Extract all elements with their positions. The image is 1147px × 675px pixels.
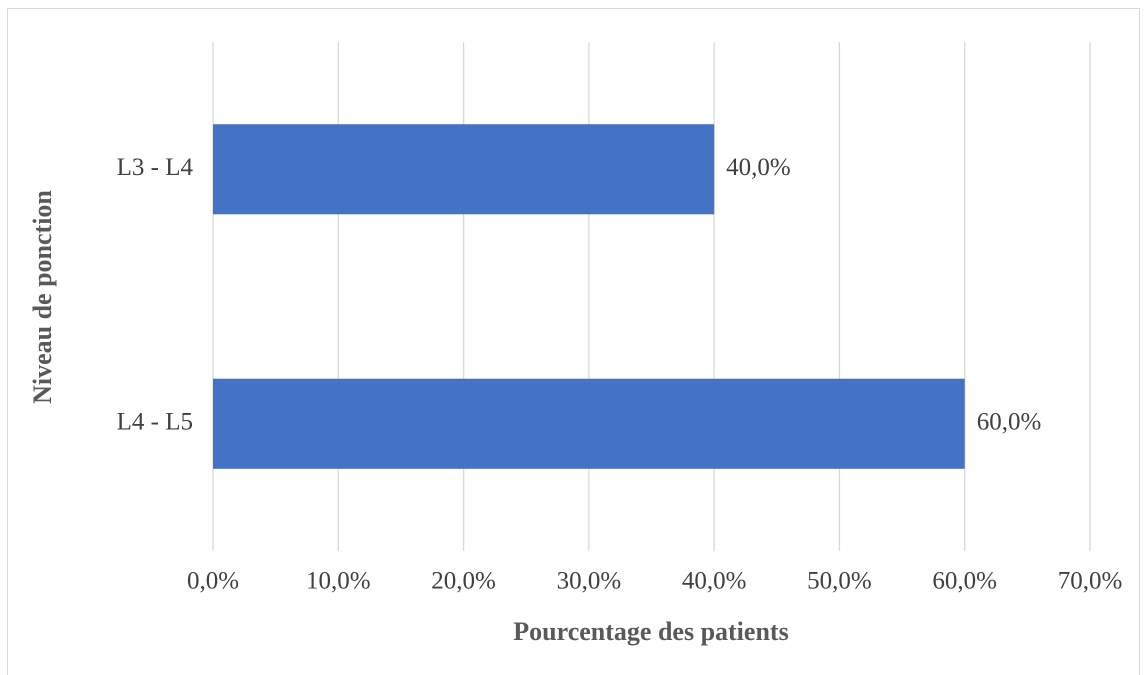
data-label: 40,0%: [726, 154, 791, 181]
bar: [213, 378, 965, 469]
chart-border: [7, 8, 1140, 675]
x-tick-label: 50,0%: [807, 568, 872, 595]
y-axis-title: Niveau de ponction: [28, 190, 57, 404]
x-tick-label: 60,0%: [932, 568, 997, 595]
x-axis-title: Pourcentage des patients: [513, 617, 788, 646]
x-tick-label: 40,0%: [682, 568, 747, 595]
y-tick-label: L3 - L4: [117, 154, 194, 181]
x-tick-label: 0,0%: [187, 568, 239, 595]
x-tick-label: 30,0%: [557, 568, 622, 595]
data-label: 60,0%: [977, 408, 1042, 435]
x-tick-label: 10,0%: [306, 568, 371, 595]
x-tick-label: 20,0%: [431, 568, 496, 595]
x-tick-label: 70,0%: [1058, 568, 1123, 595]
bar: [213, 124, 715, 215]
y-tick-label: L4 - L5: [117, 408, 193, 435]
